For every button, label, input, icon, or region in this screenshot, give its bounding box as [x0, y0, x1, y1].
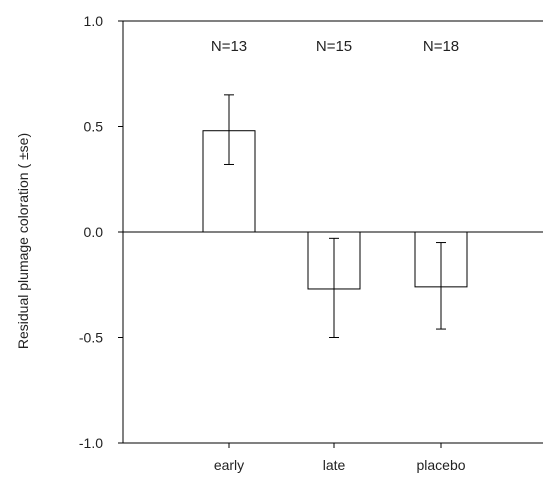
y-tick-label: 0.0 [84, 224, 104, 240]
y-axis-title: Residual plumage coloration ( ±se) [15, 133, 31, 349]
bars [202, 130, 468, 290]
x-tick-label-late: late [323, 457, 346, 473]
sample-size-label-late: N=15 [316, 38, 352, 55]
y-tick-label: -1.0 [79, 435, 103, 451]
y-tick-label: 0.5 [84, 119, 104, 135]
sample-size-label-placebo: N=18 [423, 38, 459, 55]
x-tick-label-placebo: placebo [416, 457, 465, 473]
x-axis: early late placebo [214, 443, 466, 473]
sample-size-label-early: N=13 [211, 38, 247, 55]
sample-size-annotations: N=13 N=15 N=18 [211, 38, 459, 55]
y-tick-label: -0.5 [79, 330, 103, 346]
x-tick-label-early: early [214, 457, 244, 473]
y-tick-label: 1.0 [84, 13, 104, 29]
y-axis: 1.0 0.5 0.0 -0.5 -1.0 [79, 13, 543, 451]
error-bars [224, 94, 446, 338]
bar-early [202, 130, 256, 233]
